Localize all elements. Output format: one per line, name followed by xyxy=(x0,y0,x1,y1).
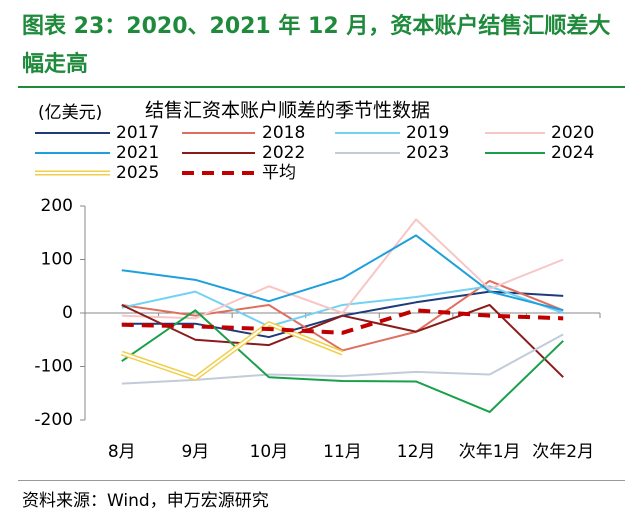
series-line xyxy=(121,308,564,335)
legend-label: 2022 xyxy=(262,143,305,163)
series-line xyxy=(121,285,564,328)
legend-label: 2020 xyxy=(551,123,594,143)
x-tick-label: 次年2月 xyxy=(532,442,594,462)
x-tick-label: 12月 xyxy=(397,442,436,462)
series-line xyxy=(121,303,564,378)
legend-label: 2019 xyxy=(406,123,449,143)
y-tick-label: 0 xyxy=(62,303,73,323)
source-note: 资料来源：Wind，申万宏源研究 xyxy=(22,491,269,511)
series-line-inner xyxy=(121,322,343,380)
x-tick-label: 9月 xyxy=(181,442,209,462)
x-tick-label: 10月 xyxy=(250,442,289,462)
y-tick-label: 200 xyxy=(41,196,73,216)
y-tick-label: -100 xyxy=(34,357,73,377)
chart-title: 结售汇资本账户顺差的季节性数据 xyxy=(145,100,430,122)
legend-label: 2017 xyxy=(116,123,159,143)
title-rule xyxy=(18,86,625,88)
legend-label: 平均 xyxy=(262,163,296,183)
legend-label: 2024 xyxy=(551,143,594,163)
unit-label: (亿美元) xyxy=(38,103,102,123)
y-tick-label: -200 xyxy=(34,410,73,430)
legend-label: 2023 xyxy=(406,143,449,163)
figure-title: 图表 23：2020、2021 年 12 月，资本账户结售汇顺差大幅走高 xyxy=(22,14,611,77)
series-line xyxy=(121,309,564,413)
legend-label: 2018 xyxy=(262,123,305,143)
footer-rule xyxy=(18,480,625,481)
x-tick-label: 11月 xyxy=(323,442,362,462)
x-tick-label: 次年1月 xyxy=(459,442,521,462)
series-line xyxy=(121,234,564,312)
legend-label: 2025 xyxy=(116,163,159,183)
y-tick-label: 100 xyxy=(41,250,73,270)
x-tick-label: 8月 xyxy=(108,442,136,462)
series-line xyxy=(121,218,564,320)
legend-label: 2021 xyxy=(116,143,159,163)
